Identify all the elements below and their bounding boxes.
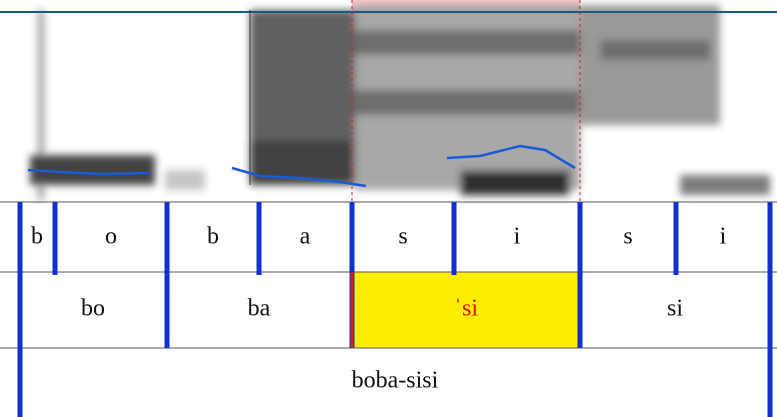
shape bbox=[446, 144, 576, 170]
shape bbox=[231, 166, 367, 188]
phone-label: i bbox=[720, 224, 727, 250]
selection-highlight bbox=[352, 272, 580, 348]
shape bbox=[600, 40, 710, 60]
shape bbox=[38, 10, 44, 200]
phone-label: b bbox=[31, 224, 43, 250]
shape bbox=[355, 90, 580, 115]
phone-label: s bbox=[398, 224, 407, 250]
syllable-label: ba bbox=[248, 296, 271, 322]
syllable-label: si bbox=[667, 296, 683, 322]
shape bbox=[580, 5, 720, 125]
textgrid: b o b a s i s i bo ba ˈsi si boba-sisi bbox=[0, 201, 777, 417]
shape bbox=[250, 10, 355, 145]
shape bbox=[680, 175, 770, 195]
phone-label: b bbox=[207, 224, 219, 250]
shape bbox=[460, 170, 570, 195]
word-label: boba-sisi bbox=[352, 368, 439, 394]
syllable-label: bo bbox=[81, 296, 105, 322]
shape bbox=[30, 5, 770, 200]
shape bbox=[165, 170, 205, 190]
phone-label: a bbox=[300, 224, 311, 250]
phone-label: s bbox=[623, 224, 632, 250]
phone-label: i bbox=[514, 224, 521, 250]
shape bbox=[27, 168, 151, 176]
shape bbox=[355, 30, 580, 55]
phone-label: o bbox=[105, 224, 117, 250]
syllable-label: ˈsi bbox=[454, 296, 478, 322]
shape bbox=[30, 155, 155, 185]
spectrogram bbox=[0, 0, 777, 202]
